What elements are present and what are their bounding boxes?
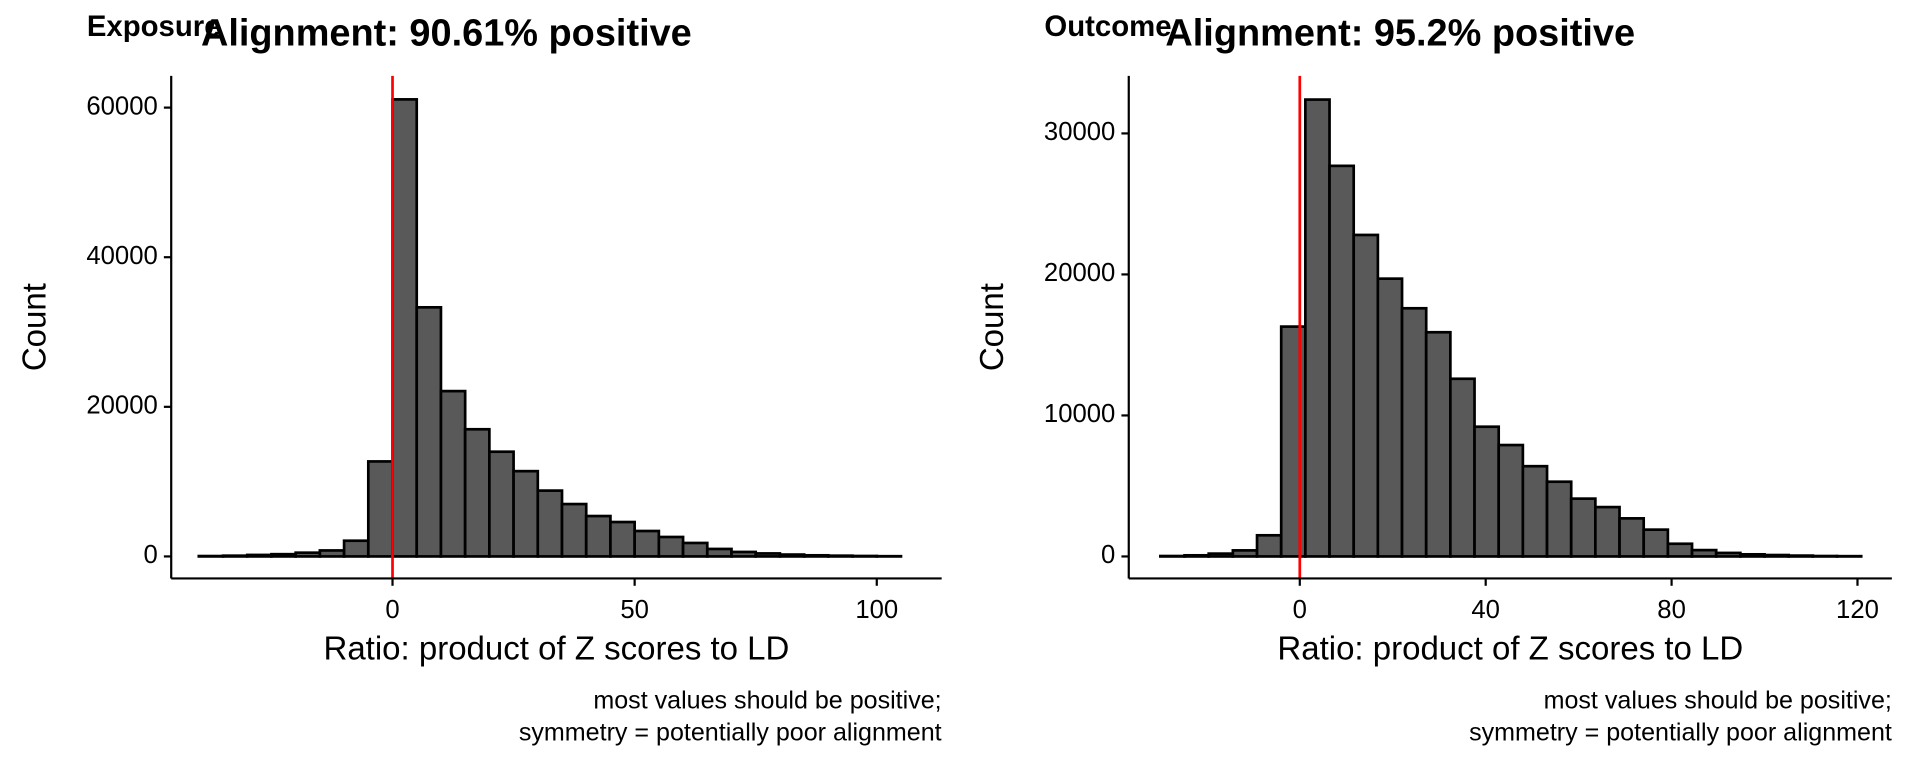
bar [366, 460, 394, 558]
bar [1183, 553, 1211, 558]
bar [609, 520, 636, 558]
bar [1279, 325, 1307, 558]
bar [681, 541, 709, 558]
x-axis-label: Ratio: product of Z scores to LD [323, 629, 789, 666]
bar [1352, 233, 1380, 558]
bar [1521, 464, 1549, 558]
caption: most values should be positive; [1544, 687, 1892, 715]
bar [1424, 330, 1452, 558]
panel-tag: Exposure [87, 10, 221, 43]
x-tick-label: 50 [620, 596, 649, 624]
x-tick-label: 0 [385, 596, 399, 624]
x-axis-label: Ratio: product of Z scores to LD [1277, 629, 1743, 666]
bar [415, 305, 443, 558]
bar [705, 547, 733, 558]
bar [342, 539, 370, 558]
bar [730, 550, 758, 558]
y-axis-label: Count [973, 283, 1010, 371]
bar [802, 553, 830, 558]
bar [1231, 549, 1259, 558]
bar [560, 502, 588, 558]
x-tick-label: 40 [1471, 596, 1500, 624]
bar [1255, 533, 1283, 558]
x-tick-label: 120 [1836, 596, 1879, 624]
chart-title: Alignment: 95.2% positive [1165, 12, 1635, 54]
bar [1207, 552, 1235, 558]
y-tick-label: 0 [143, 541, 157, 569]
bar [584, 514, 612, 558]
caption: symmetry = potentially poor alignment [1469, 718, 1892, 746]
bar [1497, 443, 1525, 558]
y-axis-label: Count [15, 283, 52, 371]
caption: most values should be positive; [593, 687, 941, 715]
bar [294, 551, 322, 558]
caption: symmetry = potentially poor alignment [519, 718, 942, 746]
bar [391, 98, 419, 558]
bar [221, 554, 249, 558]
bar [1594, 505, 1621, 558]
bar [1400, 306, 1428, 558]
y-tick-label: 60000 [86, 92, 157, 120]
bar [512, 469, 540, 558]
x-tick-label: 80 [1657, 596, 1686, 624]
bar [1376, 277, 1404, 558]
bar [1690, 548, 1718, 558]
bar [463, 427, 491, 558]
bar [1304, 98, 1331, 558]
bar [536, 489, 564, 558]
bar [657, 535, 685, 558]
bar [1545, 480, 1573, 558]
bar [778, 553, 806, 558]
bar [245, 553, 273, 558]
bar [1642, 528, 1670, 558]
y-tick-label: 20000 [1044, 259, 1115, 287]
bar [1787, 554, 1815, 558]
bar [754, 552, 782, 558]
bar [439, 389, 467, 558]
bar [1328, 164, 1356, 558]
chart-title: Alignment: 90.61% positive [201, 12, 692, 54]
bar [1569, 497, 1597, 558]
y-tick-label: 20000 [86, 392, 157, 420]
bar [270, 552, 298, 558]
bar [1739, 552, 1766, 558]
bar [318, 549, 346, 558]
y-tick-label: 10000 [1044, 400, 1115, 428]
bar [1666, 542, 1694, 558]
y-tick-label: 0 [1101, 541, 1115, 569]
bar [826, 554, 854, 558]
bar [488, 450, 515, 558]
bar [1763, 553, 1791, 558]
bar [633, 529, 661, 558]
bar [1473, 425, 1501, 558]
panel-tag: Outcome [1044, 10, 1171, 43]
x-tick-label: 0 [1293, 596, 1307, 624]
bar [1449, 377, 1476, 558]
x-tick-label: 100 [855, 596, 898, 624]
y-tick-label: 30000 [1044, 118, 1115, 146]
bar [1714, 551, 1742, 558]
bar [1618, 517, 1646, 558]
y-tick-label: 40000 [86, 242, 157, 270]
